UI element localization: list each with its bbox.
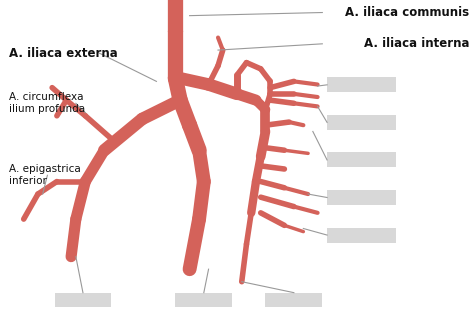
Bar	[327, 115, 396, 130]
Bar	[327, 77, 396, 92]
Bar	[265, 293, 322, 307]
Text: A. iliaca externa: A. iliaca externa	[9, 47, 118, 60]
Bar	[55, 293, 111, 307]
Text: A. iliaca communis: A. iliaca communis	[345, 6, 469, 19]
Text: A. epigastrica
inferior: A. epigastrica inferior	[9, 164, 81, 186]
Bar	[327, 228, 396, 243]
Text: A. iliaca interna: A. iliaca interna	[364, 37, 469, 50]
Text: A. circumflexa
ilium profunda: A. circumflexa ilium profunda	[9, 92, 86, 114]
Bar	[175, 293, 232, 307]
Bar	[327, 152, 396, 167]
Bar	[327, 190, 396, 205]
